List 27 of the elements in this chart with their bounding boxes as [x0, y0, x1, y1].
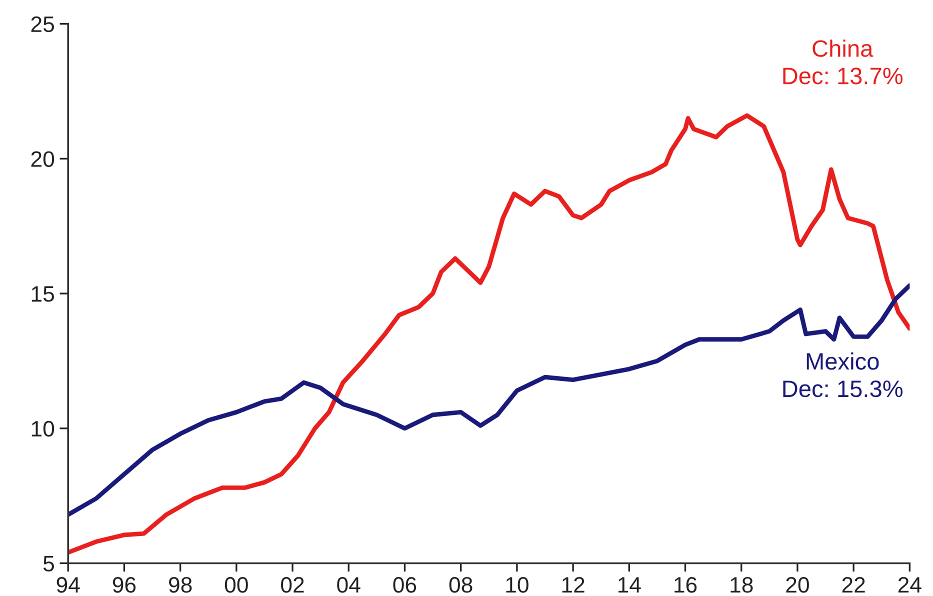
x-tick-label: 16 — [674, 577, 697, 593]
x-tick-label: 10 — [506, 577, 528, 593]
series-label: Mexico — [806, 352, 879, 370]
x-tick-label: 20 — [786, 577, 809, 593]
annotation: Dec: 15.3% — [783, 380, 903, 398]
x-tick-label: 22 — [842, 577, 865, 593]
x-tick-label: 98 — [169, 577, 192, 593]
x-tick-label: 96 — [112, 577, 136, 593]
text: China — [812, 40, 874, 57]
x-tick-label: 06 — [393, 577, 416, 593]
annotation: Dec: 13.7% — [783, 68, 903, 84]
y-tick-label: 10 — [32, 420, 54, 437]
y-tick-label: 5 — [43, 556, 54, 572]
y-tick-label: 15 — [32, 286, 54, 302]
y-tick-label: 20 — [31, 151, 54, 167]
x-tick-label: 24 — [898, 577, 922, 593]
x-tick-label: 04 — [337, 577, 360, 593]
x-tick-label: 02 — [281, 577, 304, 593]
x-tick-label: 14 — [618, 577, 641, 593]
x-tick-label: 12 — [562, 577, 584, 593]
x-tick-label: 94 — [56, 577, 80, 593]
x-tick-label: 18 — [730, 577, 753, 593]
x-tick-label: 00 — [224, 577, 248, 593]
line-series — [68, 283, 910, 517]
x-tick-label: 08 — [449, 577, 472, 593]
y-tick-label: 25 — [31, 16, 54, 32]
line-series — [68, 113, 910, 555]
